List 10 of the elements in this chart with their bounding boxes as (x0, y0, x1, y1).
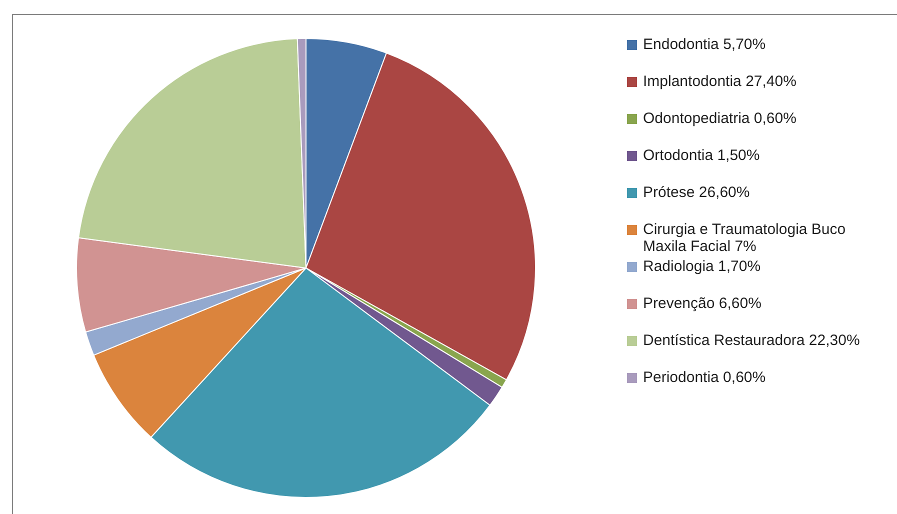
legend-label: Ortodontia 1,50% (643, 147, 760, 164)
legend-label: Prevenção 6,60% (643, 295, 762, 312)
legend-label: Prótese 26,60% (643, 184, 750, 201)
legend-label: Cirurgia e Traumatologia Buco Maxila Facial 7% (643, 221, 847, 255)
legend-label: Dentística Restauradora 22,30% (643, 332, 860, 349)
legend-label: Implantodontia 27,40% (643, 73, 796, 90)
legend-label: Odontopediatria 0,60% (643, 110, 796, 127)
legend-label: Radiologia 1,70% (643, 258, 761, 275)
legend-label: Periodontia 0,60% (643, 369, 766, 386)
legend-label: Endodontia 5,70% (643, 36, 766, 53)
